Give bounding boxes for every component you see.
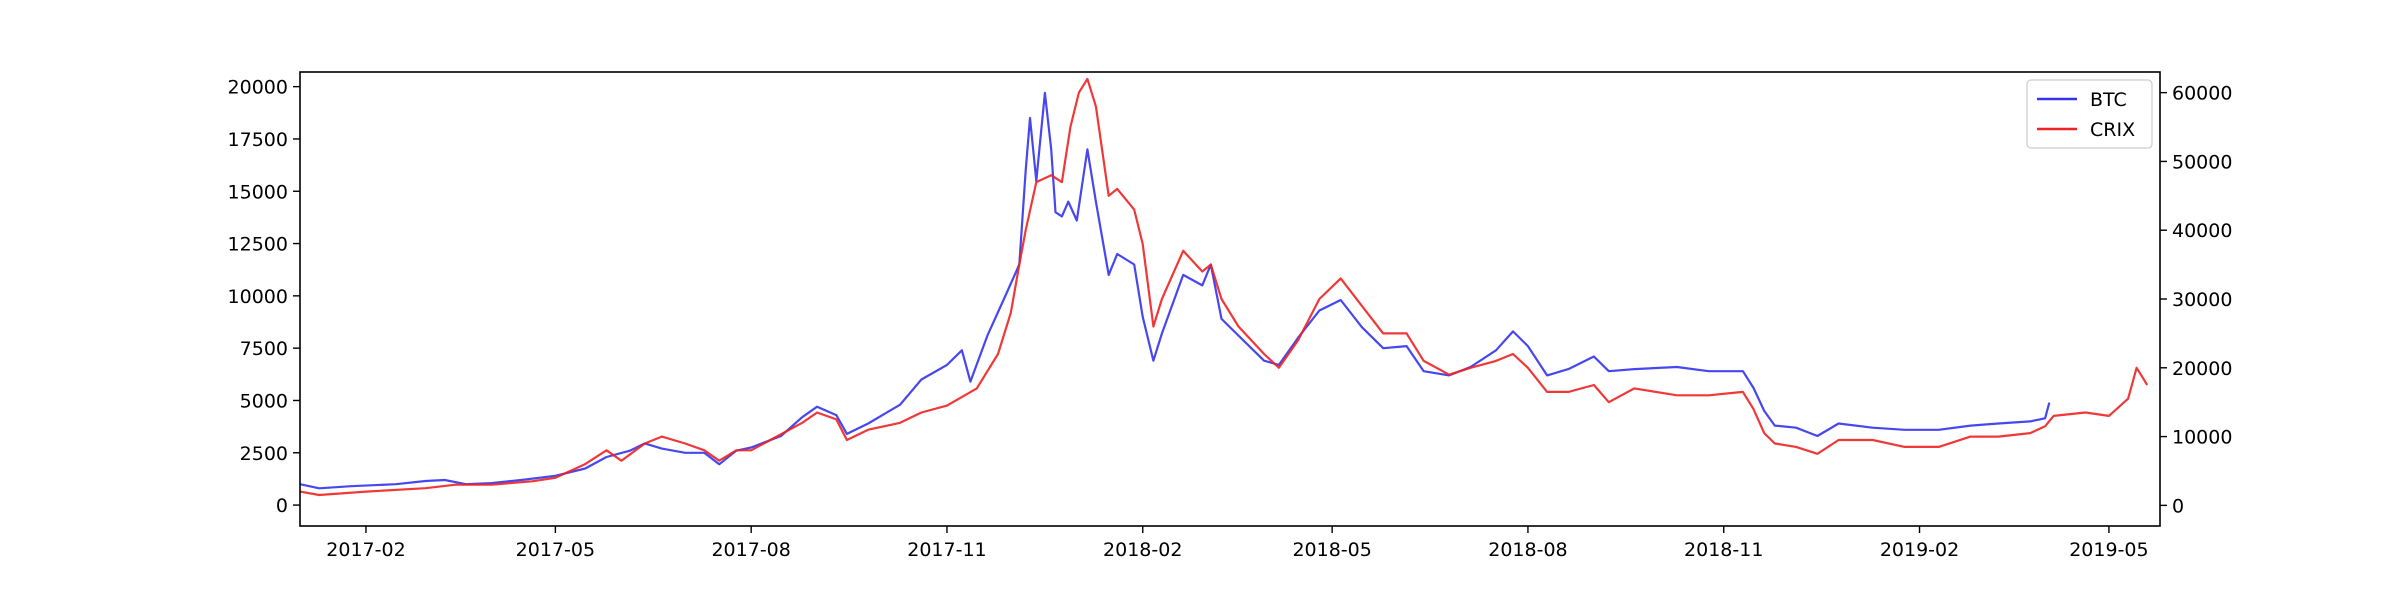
legend-label-btc: BTC (2090, 89, 2127, 111)
x-tick-label: 2018-05 (1292, 539, 1371, 561)
x-tick-label: 2019-02 (1880, 539, 1959, 561)
y-right-tick-label: 0 (2172, 495, 2184, 517)
x-tick-label: 2018-08 (1488, 539, 1567, 561)
y-left-tick-label: 12500 (228, 234, 288, 256)
y-left-tick-label: 2500 (240, 443, 288, 465)
y-left-tick-label: 0 (276, 495, 288, 517)
x-tick-label: 2017-05 (516, 539, 595, 561)
legend-label-crix: CRIX (2090, 119, 2135, 141)
series-layer (299, 77, 2149, 497)
y-left-tick-label: 17500 (228, 129, 288, 151)
x-tick-label: 2017-02 (326, 539, 405, 561)
y-right-tick-label: 50000 (2172, 151, 2232, 173)
x-tick-label: 2018-02 (1103, 539, 1182, 561)
series-line-crix (299, 77, 2149, 497)
y-left-tick-label: 5000 (240, 390, 288, 412)
series-line-btc (299, 91, 2051, 490)
x-tick-label: 2018-11 (1684, 539, 1763, 561)
y-left-tick-label: 7500 (240, 338, 288, 360)
y-right-tick-label: 40000 (2172, 220, 2232, 242)
legend: BTC CRIX (2026, 79, 2153, 149)
y-axis-left: 0 2500 5000 7500 10000 12500 15000 17500 20000 (228, 77, 300, 517)
x-tick-label: 2017-08 (711, 539, 790, 561)
y-axis-right: 0 10000 20000 30000 40000 50000 60000 (2160, 83, 2232, 517)
y-right-tick-label: 20000 (2172, 358, 2232, 380)
y-left-tick-label: 15000 (228, 181, 288, 203)
y-right-tick-label: 10000 (2172, 427, 2232, 449)
x-axis: 2017-02 2017-05 2017-08 2017-11 2018-02 2018-… (326, 526, 2149, 561)
x-tick-label: 2019-05 (2069, 539, 2148, 561)
legend-box (2026, 79, 2153, 149)
y-left-tick-label: 10000 (228, 286, 288, 308)
y-right-tick-label: 60000 (2172, 83, 2232, 105)
x-tick-label: 2017-11 (907, 539, 986, 561)
y-right-tick-label: 30000 (2172, 289, 2232, 311)
y-left-tick-label: 20000 (228, 77, 288, 99)
